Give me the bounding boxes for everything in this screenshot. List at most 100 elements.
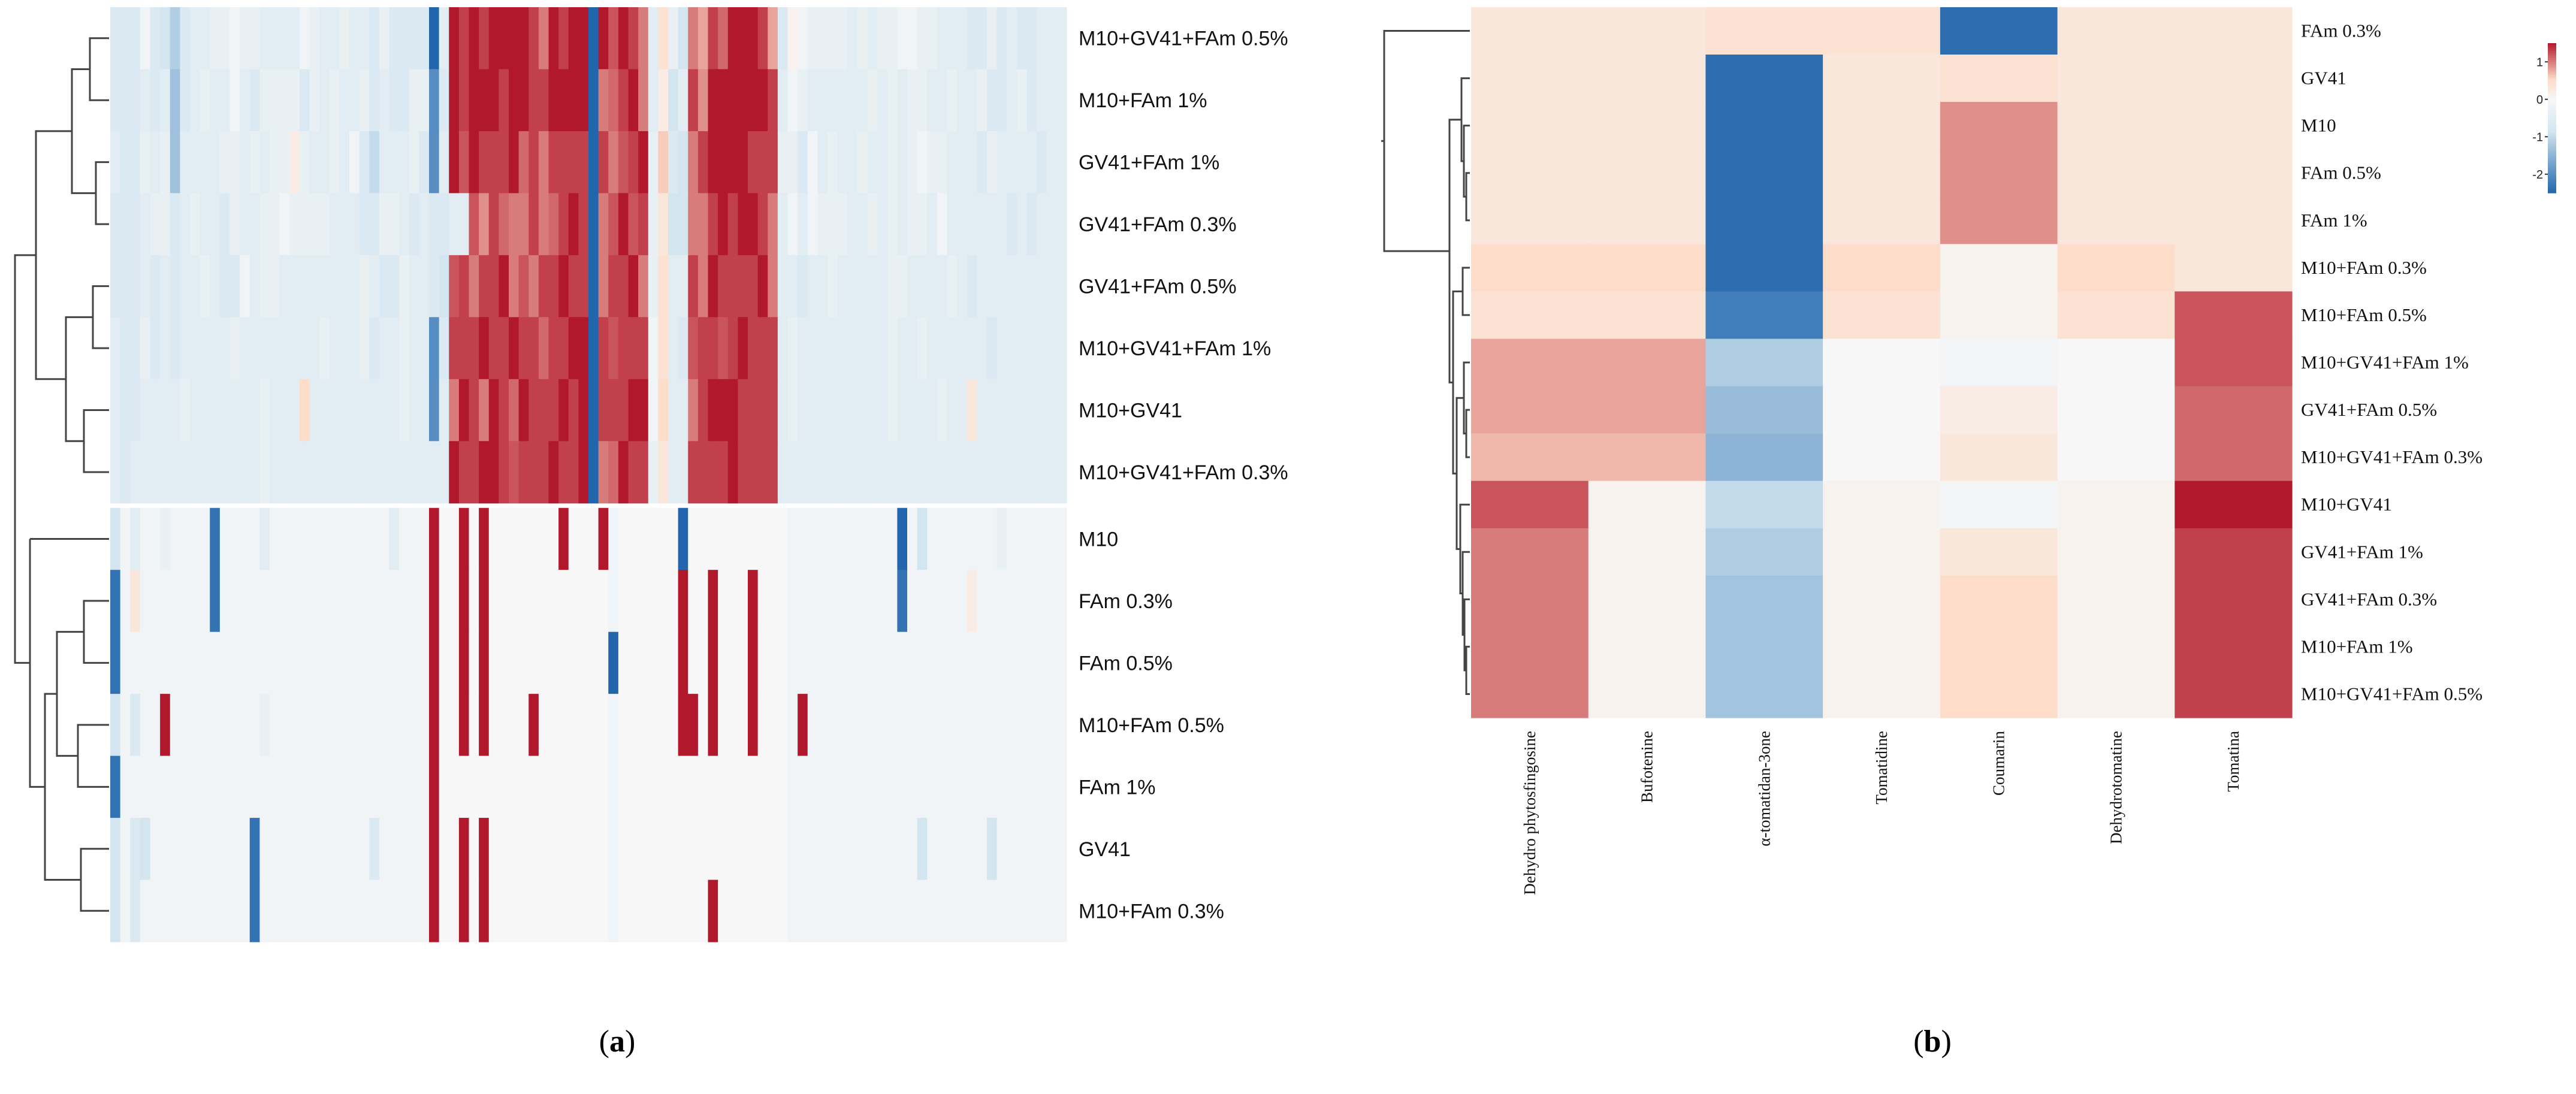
heatmap-a-cell [469,880,479,942]
heatmap-a-cell [588,7,599,70]
heatmap-a-cell [748,193,759,256]
heatmap-a-cell [458,193,470,256]
heatmap-a-cell [110,755,121,818]
heatmap-a-cell [877,255,888,318]
heatmap-a-cell [1016,570,1028,633]
heatmap-a-cell [757,507,768,570]
colorbar-swatch [2548,191,2556,194]
heatmap-b-cell [2057,433,2175,482]
heatmap-a-cell [130,694,141,757]
heatmap-a-cell [668,7,679,70]
heatmap-a-cell [349,507,360,570]
heatmap-a-cell [1007,880,1017,942]
heatmap-a-cell [110,694,121,757]
heatmap-a-cell [608,755,619,818]
column-label-b: Bufotenine [1638,731,1656,803]
heatmap-a-cell [668,255,679,318]
heatmap-a-cell [529,631,539,694]
heatmap-a-cell [708,379,718,442]
heatmap-a-cell [738,69,748,132]
heatmap-a-cell [807,7,818,70]
heatmap-a-cell [529,570,539,633]
heatmap-a-cell [210,755,221,818]
heatmap-a-cell [1016,880,1028,942]
heatmap-a-cell [259,570,270,633]
heatmap-b-cell [1940,197,2058,244]
heatmap-a-cell [349,131,360,194]
heatmap-a-cell [389,317,400,380]
heatmap-a-cell [120,755,131,818]
heatmap-a-cell [130,255,141,318]
heatmap-a-cell [798,818,808,881]
heatmap-a-cell [967,507,977,570]
row-label-a: GV41+FAm 0.5% [1079,276,1237,298]
heatmap-a-cell [996,507,1007,570]
heatmap-a-cell [897,255,908,318]
heatmap-a-cell [578,7,589,70]
heatmap-a-cell [249,317,260,380]
heatmap-a-cell [828,441,838,504]
heatmap-a-cell [897,818,908,881]
heatmap-a-cell [787,631,798,694]
heatmap-a-cell [488,755,499,818]
heatmap-a-cell [170,255,180,318]
heatmap-a-cell [120,818,131,881]
heatmap-a-cell [389,69,400,132]
heatmap-a-cell [768,441,778,504]
heatmap-a-cell [917,880,928,942]
heatmap-a-cell [867,441,878,504]
heatmap-a-cell [628,694,639,757]
heatmap-a-cell [309,755,320,818]
heatmap-a-cell [289,755,300,818]
heatmap-a-cell [608,7,619,70]
heatmap-a-cell [140,255,151,318]
heatmap-a-cell [807,631,818,694]
heatmap-a-cell [538,7,549,70]
heatmap-b-cell [1940,528,2058,576]
heatmap-a-cell [240,631,250,694]
heatmap-b-cell [1471,670,1589,718]
heatmap-a-cell [618,255,629,318]
heatmap-a-cell [598,441,609,504]
heatmap-a-cell [857,631,868,694]
heatmap-a-cell [339,69,350,132]
heatmap-a-cell [877,631,888,694]
heatmap-a-cell [798,507,808,570]
heatmap-a-cell [887,694,898,757]
heatmap-a-cell [757,441,768,504]
heatmap-a-cell [259,507,270,570]
heatmap-a-cell [927,880,938,942]
heatmap-a-cell [219,69,231,132]
heatmap-b-cell [1705,244,1823,292]
heatmap-a-cell [678,317,688,380]
heatmap-b-cell [1823,55,1941,102]
heatmap-a-cell [488,631,499,694]
heatmap-a-cell [568,131,579,194]
heatmap-a-cell [329,818,340,881]
heatmap-a-cell [229,570,240,633]
heatmap-a-cell [768,818,778,881]
row-label-b: M10+GV41+FAm 0.5% [2301,684,2483,705]
heatmap-a-cell [668,755,679,818]
heatmap-a-cell [727,131,738,194]
heatmap-a-cell [638,631,649,694]
heatmap-a-cell [479,880,490,942]
heatmap-a-cell [828,131,838,194]
heatmap-a-cell [240,441,250,504]
heatmap-a-cell [967,255,977,318]
heatmap-a-cell [518,131,529,194]
heatmap-a-cell [917,570,928,633]
heatmap-a-cell [299,570,310,633]
heatmap-a-cell [309,441,320,504]
heatmap-a-cell [110,69,121,132]
heatmap-a-cell [877,379,888,442]
heatmap-a-cell [558,131,569,194]
heatmap-a-cell [409,317,419,380]
heatmap-a-cell [907,880,918,942]
heatmap-a-cell [828,818,838,881]
heatmap-a-cell [299,193,310,256]
heatmap-a-cell [359,818,370,881]
heatmap-a-cell [110,193,121,256]
heatmap-a-cell [977,255,987,318]
heatmap-a-cell [688,317,699,380]
